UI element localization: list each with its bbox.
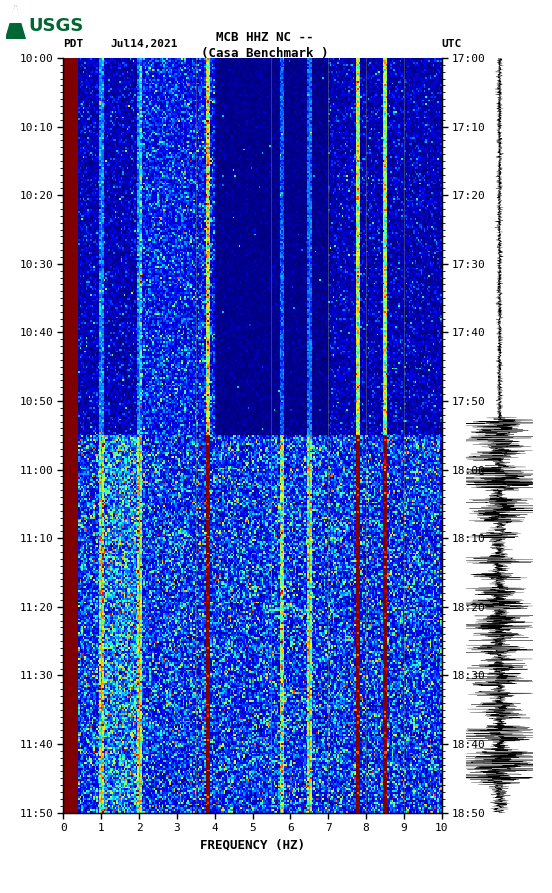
- Text: USGS: USGS: [29, 17, 84, 35]
- Text: PDT: PDT: [63, 39, 84, 49]
- Polygon shape: [6, 5, 25, 39]
- Polygon shape: [9, 5, 22, 22]
- Text: UTC: UTC: [442, 39, 462, 49]
- Text: MCB HHZ NC --: MCB HHZ NC --: [216, 31, 314, 45]
- Text: Jul14,2021: Jul14,2021: [110, 39, 178, 49]
- Text: (Casa Benchmark ): (Casa Benchmark ): [201, 47, 328, 61]
- X-axis label: FREQUENCY (HZ): FREQUENCY (HZ): [200, 839, 305, 852]
